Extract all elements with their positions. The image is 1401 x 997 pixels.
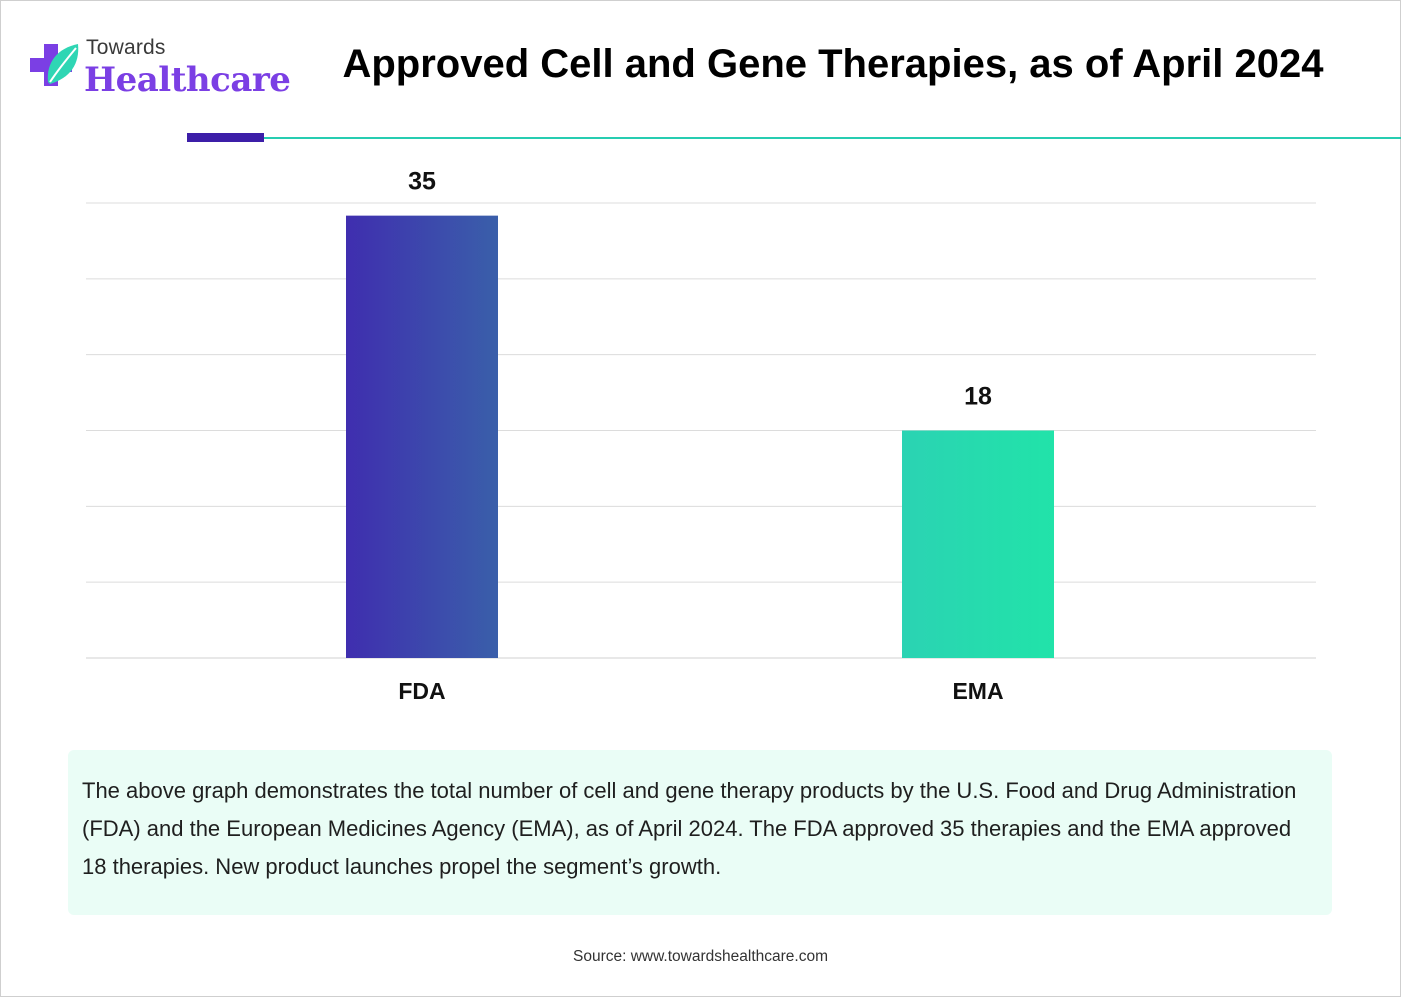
data-label-ema: 18: [964, 383, 992, 411]
gridlines: [86, 202, 1316, 659]
bar-ema: [902, 430, 1054, 658]
bar-chart: 35 FDA 18 EMA: [86, 168, 1316, 704]
bars: 35 FDA 18 EMA: [346, 168, 1054, 704]
x-tick-label-fda: FDA: [398, 678, 445, 704]
logo-main-text: Healthcare: [84, 60, 291, 100]
brand-logo: Towards Healthcare: [28, 36, 291, 106]
medical-cross-leaf-icon: [30, 44, 79, 86]
page-title: Approved Cell and Gene Therapies, as of …: [342, 42, 1324, 86]
title-underline-accent: [187, 133, 264, 142]
bar-fda: [346, 215, 498, 658]
x-tick-label-ema: EMA: [952, 678, 1003, 704]
source-note: Source: www.towardshealthcare.com: [572, 948, 828, 965]
logo-top-text: Towards: [86, 36, 166, 59]
title-underline-rule: [264, 137, 1401, 139]
description-box: The above graph demonstrates the total n…: [68, 750, 1332, 915]
data-label-fda: 35: [408, 168, 436, 196]
description-text: The above graph demonstrates the total n…: [82, 778, 1297, 879]
